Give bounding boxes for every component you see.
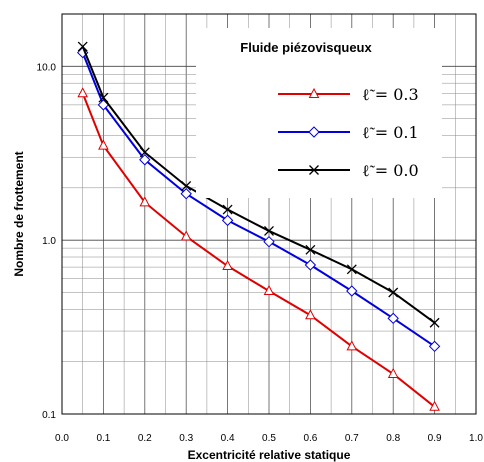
x-tick-label: 0.2 [138,433,152,444]
x-tick-label: 0.8 [386,433,400,444]
triangle-marker [180,230,192,241]
cross-marker [305,244,316,255]
series-line [81,46,436,324]
diamond-marker [308,126,320,138]
cross-marker [388,287,399,298]
diamond-marker [387,312,399,325]
legend-entry: ℓ̃ = 0.3 [278,85,419,104]
legend-entry: ℓ̃ = 0.0 [278,161,419,180]
cross-marker [181,181,192,191]
triangle-marker [387,367,399,378]
diamond-marker [346,285,358,297]
x-tick-label: 0.9 [428,433,442,444]
triangle-marker [77,87,89,98]
legend-entries: ℓ̃ = 0.3 ℓ̃ = 0.1 ℓ̃ = 0.0 [278,85,419,180]
chart-title: Fluide piézovisqueux [240,40,372,55]
cross-marker [346,264,357,275]
cross-marker [309,165,319,175]
legend-label: ℓ̃ = 0.0 [362,161,419,180]
x-tick-label: 0.4 [221,433,235,444]
diamond-marker [428,340,441,353]
triangle-marker [139,196,151,207]
diamond-marker [263,235,275,248]
triangle-marker [429,400,440,411]
tick-labels: 0.0 0.1 0.2 0.3 0.4 0.5 0.6 0.7 0.8 0.9 1.0 0.1 1.0 1… [37,62,484,444]
y-tick-label: 1.0 [42,236,56,247]
series-group [77,87,440,411]
legend: Fluide piézovisqueux ℓ̃ = 0.3ℓ̃ = 0.1ℓ̃ … [196,28,442,198]
x-axis-label: Excentricité relative statique [188,448,351,462]
cross-marker [222,204,233,215]
x-tick-label: 0.0 [55,433,69,444]
y-tick-label: 0.1 [42,410,56,421]
x-tick-label: 0.5 [262,433,276,444]
diamond-marker [221,214,234,227]
plot-frame [61,13,477,415]
series-group [77,41,440,328]
triangle-marker [305,309,316,320]
legend-entry: ℓ̃ = 0.1 [278,123,419,142]
diamond-marker [139,154,151,166]
triangle-marker [222,259,233,271]
y-axis-label: Nombre de frottement [12,151,26,276]
series-line [81,92,436,408]
triangle-marker [263,284,275,295]
legend-label: ℓ̃ = 0.1 [362,123,419,142]
y-tick-label: 10.0 [37,62,57,73]
series-layer [76,41,441,411]
diamond-marker [180,188,192,200]
legend-label: ℓ̃ = 0.3 [362,85,419,104]
series-group [76,46,441,353]
cross-marker [429,317,440,328]
cross-marker [77,41,88,52]
series-line [81,52,436,348]
x-tick-label: 0.7 [345,433,359,444]
x-tick-label: 0.3 [179,433,193,444]
cross-marker [98,92,109,103]
diamond-marker [304,259,317,271]
triangle-marker [308,87,320,98]
x-tick-label: 0.6 [303,433,317,444]
triangle-marker [346,340,358,351]
triangle-marker [98,139,109,150]
x-tick-label: 1.0 [469,433,483,444]
x-tick-label: 0.1 [96,433,110,444]
cross-marker [264,225,274,236]
cross-marker [139,147,150,158]
